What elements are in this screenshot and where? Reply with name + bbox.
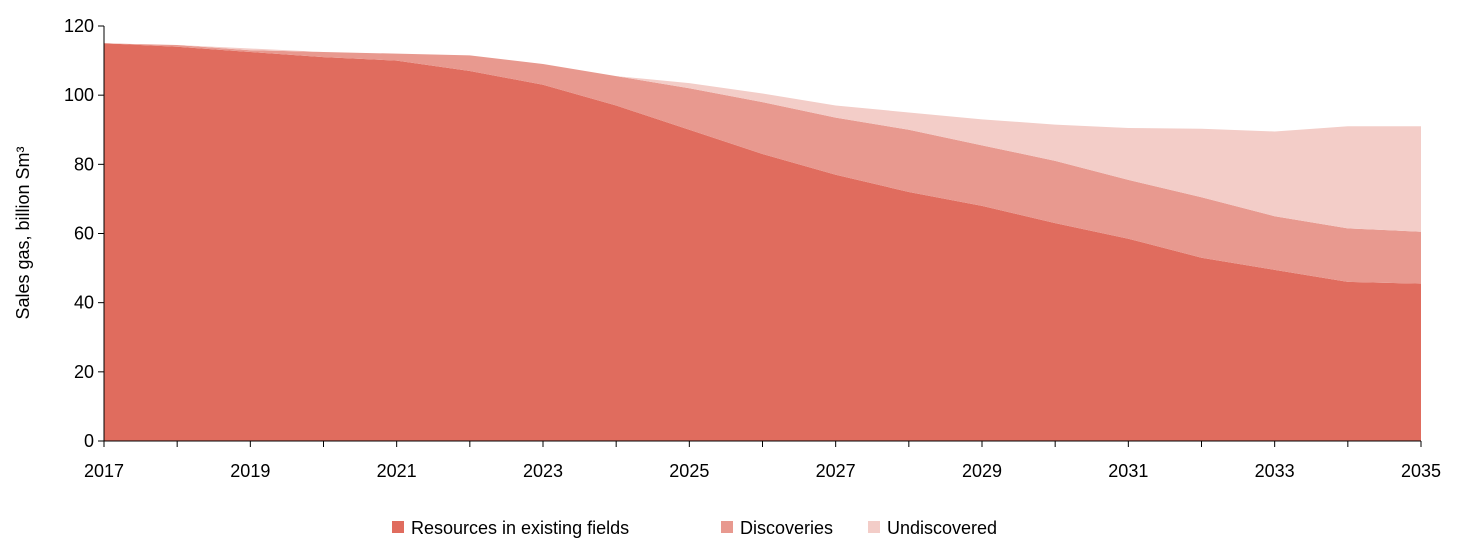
area-series-2 [104, 43, 1421, 284]
y-tick-label: 80 [74, 154, 94, 174]
legend-swatch [868, 521, 880, 533]
x-tick-label: 2027 [816, 461, 856, 481]
x-tick-label: 2031 [1108, 461, 1148, 481]
legend-item: Resources in existing fields [392, 518, 629, 538]
axes: 0 20 40 60 80 100 120 2017 2019 2021 2023 2025 2027 2… [64, 16, 1441, 481]
x-tick-label: 2021 [377, 461, 417, 481]
legend-swatch [392, 521, 404, 533]
y-tick-label: 100 [64, 85, 94, 105]
area-series-1 [104, 43, 1421, 442]
x-tick-label: 2029 [962, 461, 1002, 481]
x-tick-label: 2017 [84, 461, 124, 481]
legend-label: Resources in existing fields [411, 518, 629, 538]
legend-item: Undiscovered [868, 518, 997, 538]
x-tick-label: 2019 [230, 461, 270, 481]
x-tick-label: 2023 [523, 461, 563, 481]
legend-label: Undiscovered [887, 518, 997, 538]
area-series-3 [104, 43, 1421, 232]
legend-swatch [721, 521, 733, 533]
y-axis-label: Sales gas, billion Sm³ [13, 146, 33, 319]
x-tick-label: 2025 [669, 461, 709, 481]
x-tick-label: 2033 [1255, 461, 1295, 481]
legend: Resources in existing fields Discoveries U… [392, 518, 997, 538]
y-tick-label: 120 [64, 16, 94, 36]
y-tick-label: 60 [74, 224, 94, 244]
areas [104, 43, 1421, 442]
y-tick-label: 20 [74, 362, 94, 382]
y-tick-label: 40 [74, 293, 94, 313]
legend-label: Discoveries [740, 518, 833, 538]
y-tick-label: 0 [84, 431, 94, 451]
x-tick-label: 2035 [1401, 461, 1441, 481]
legend-item: Discoveries [721, 518, 833, 538]
